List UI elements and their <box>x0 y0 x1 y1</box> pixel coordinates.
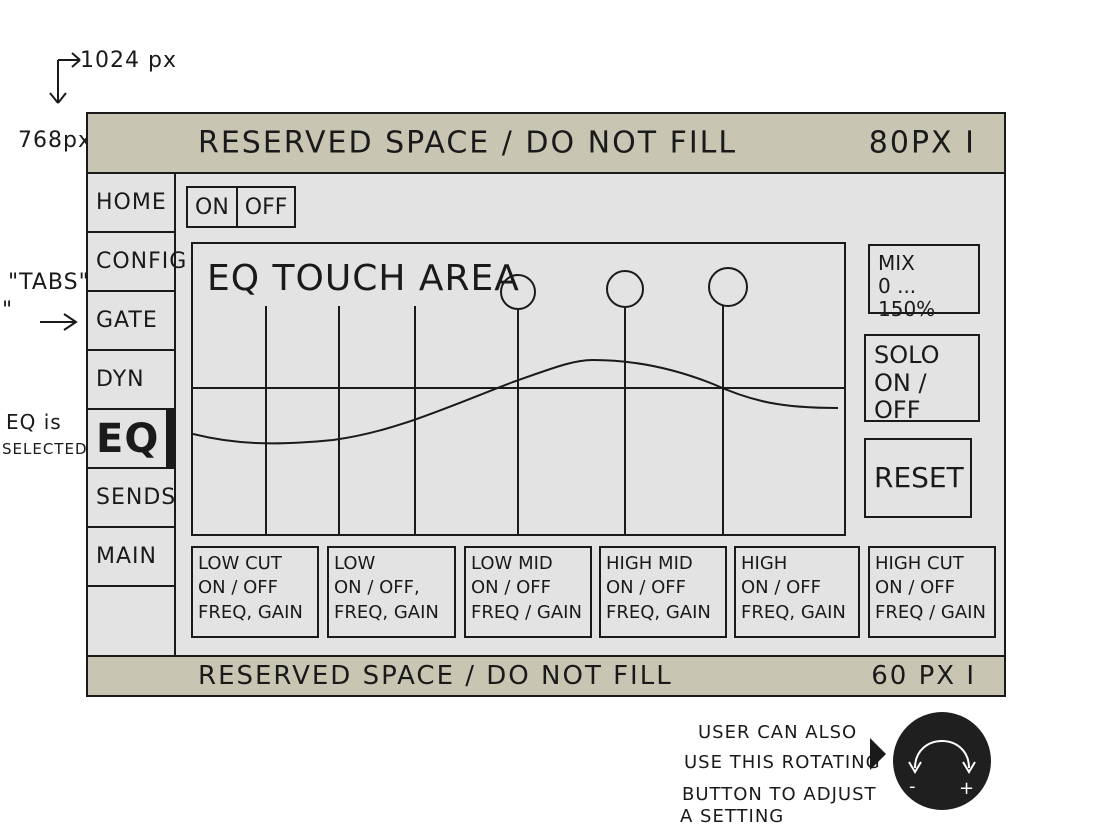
tab-eq[interactable]: EQ <box>88 410 174 469</box>
knob-pointer-icon <box>870 738 886 770</box>
tab-sends[interactable]: SENDS <box>88 469 175 528</box>
knob-note-line4: A SETTING <box>680 806 785 827</box>
rotate-arrows-icon <box>908 740 976 774</box>
top-reserved-size-value: 80PX <box>868 125 954 161</box>
band-name: HIGH MID <box>606 553 693 574</box>
band-params: FREQ, GAIN <box>606 601 711 623</box>
tab-home[interactable]: HOME <box>88 174 174 233</box>
band-params: FREQ, GAIN <box>741 601 846 623</box>
bottom-reserved-size-value: 60 PX <box>871 661 957 691</box>
eq-response-curve <box>193 358 839 445</box>
band-high-cut[interactable]: HIGH CUT ON / OFF FREQ / GAIN <box>868 546 996 638</box>
band-toggle: ON / OFF, <box>334 577 420 599</box>
rotary-knob[interactable]: - + <box>893 712 991 810</box>
band-name: LOW CUT <box>198 553 282 574</box>
solo-label: SOLO <box>874 341 940 369</box>
height-annotation: 768px <box>18 128 92 153</box>
eq-selected-annotation-line2: SELECTED <box>2 440 88 458</box>
eq-area-title: EQ TOUCH AREA <box>207 258 520 299</box>
band-toggle: ON / OFF <box>606 577 687 599</box>
device-screen: RESERVED SPACE / DO NOT FILL 80PX I HOME… <box>86 112 1006 697</box>
band-name: LOW <box>334 553 376 574</box>
knob-note-line3: BUTTON TO ADJUST <box>682 784 877 805</box>
band-params: FREQ, GAIN <box>198 601 303 623</box>
eq-touch-area[interactable]: EQ TOUCH AREA <box>191 242 846 536</box>
bottom-reserved-space: RESERVED SPACE / DO NOT FILL 60 PX I <box>88 655 1004 695</box>
band-name: HIGH <box>741 553 788 574</box>
band-params: FREQ / GAIN <box>471 601 582 623</box>
bottom-reserved-size-marker: I <box>966 661 976 691</box>
eq-off-button[interactable]: OFF <box>235 188 295 226</box>
solo-button[interactable]: SOLO ON / OFF <box>864 334 980 425</box>
tabs-annotation-quote: " <box>2 298 14 323</box>
band-toggle: ON / OFF <box>741 577 822 599</box>
width-annotation: 1024 px <box>80 48 177 73</box>
eq-on-off-toggle: ON OFF <box>186 186 297 228</box>
tabs-annotation: "TABS" <box>8 270 90 295</box>
band-toggle: ON / OFF <box>471 577 552 599</box>
tab-gate[interactable]: GATE <box>88 292 174 351</box>
band-toggle: ON / OFF <box>198 577 279 599</box>
tab-dyn[interactable]: DYN <box>88 351 174 410</box>
band-low-cut[interactable]: LOW CUT ON / OFF FREQ, GAIN <box>191 546 319 638</box>
tab-config[interactable]: CONFIG <box>88 233 186 292</box>
top-reserved-space: RESERVED SPACE / DO NOT FILL 80PX I <box>88 114 1004 174</box>
band-handle-high <box>606 270 644 308</box>
knob-minus-label: - <box>909 776 916 797</box>
bottom-reserved-label: RESERVED SPACE / DO NOT FILL <box>198 661 673 691</box>
band-params: FREQ / GAIN <box>875 601 986 623</box>
eq-on-button[interactable]: ON <box>195 194 229 220</box>
mix-label: MIX <box>878 251 915 275</box>
band-low[interactable]: LOW ON / OFF, FREQ, GAIN <box>327 546 456 638</box>
eq-graph <box>193 267 844 534</box>
bottom-reserved-size: 60 PX I <box>871 661 976 691</box>
band-handle-high-cut <box>708 267 748 307</box>
band-name: HIGH CUT <box>875 553 964 574</box>
top-reserved-size: 80PX I <box>869 126 976 161</box>
eq-selected-annotation-line1: EQ is <box>6 410 62 434</box>
solo-toggle-label: ON / OFF <box>874 368 927 425</box>
band-high-mid[interactable]: HIGH MID ON / OFF FREQ, GAIN <box>599 546 727 638</box>
tab-main[interactable]: MAIN <box>88 528 174 587</box>
top-reserved-size-marker: I <box>965 125 976 161</box>
reset-button[interactable]: RESET <box>864 438 972 518</box>
band-params: FREQ, GAIN <box>334 601 439 623</box>
top-reserved-label: RESERVED SPACE / DO NOT FILL <box>198 125 738 161</box>
knob-plus-label: + <box>959 778 975 799</box>
band-name: LOW MID <box>471 553 553 574</box>
band-handle-high-mid <box>500 274 536 310</box>
band-low-mid[interactable]: LOW MID ON / OFF FREQ / GAIN <box>464 546 592 638</box>
mix-range: 0 ... 150% <box>878 274 936 321</box>
mix-control[interactable]: MIX 0 ... 150% <box>868 244 980 321</box>
tab-bar: HOME CONFIG GATE DYN EQ SENDS MAIN <box>88 174 186 657</box>
knob-note-line1: USER CAN ALSO <box>698 722 858 743</box>
band-toggle: ON / OFF <box>875 577 956 599</box>
knob-note-line2: USE THIS ROTATING <box>684 752 881 773</box>
pointer-arrow-icon <box>40 313 78 331</box>
dimension-arrows-icon <box>49 52 81 104</box>
band-high[interactable]: HIGH ON / OFF FREQ, GAIN <box>734 546 860 638</box>
